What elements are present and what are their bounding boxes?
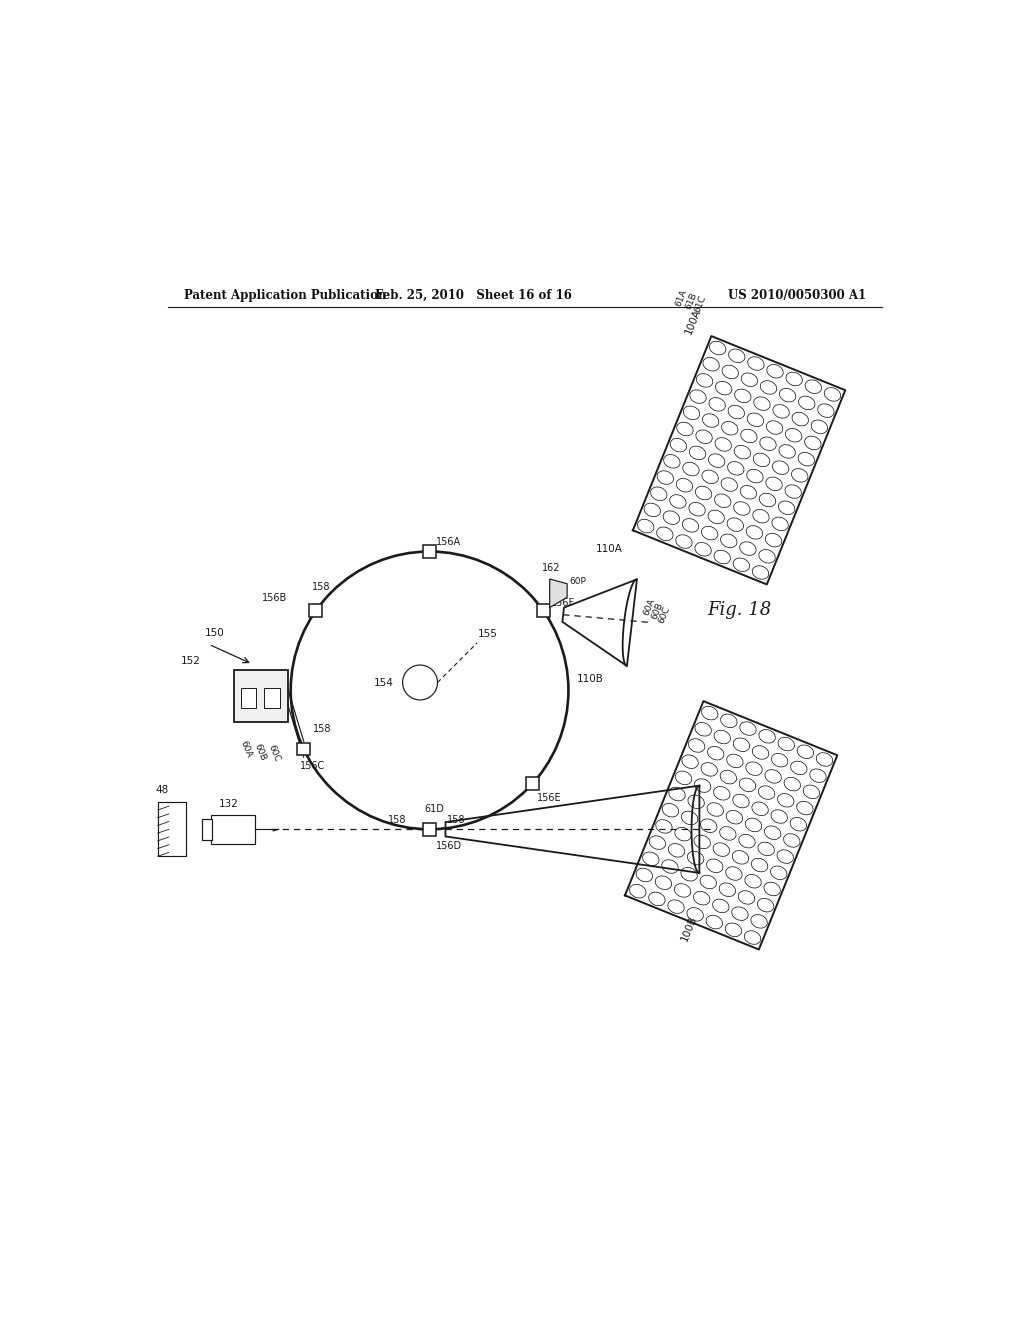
Text: 156F: 156F: [551, 598, 575, 609]
Text: 48: 48: [156, 785, 169, 795]
Text: 155: 155: [478, 628, 498, 639]
Text: Patent Application Publication: Patent Application Publication: [183, 289, 386, 302]
Bar: [297, 743, 310, 755]
Text: 60B: 60B: [650, 602, 666, 620]
Text: US 2010/0050300 A1: US 2010/0050300 A1: [728, 289, 866, 302]
Bar: [423, 545, 436, 558]
Text: 60C: 60C: [266, 743, 282, 763]
Text: 152: 152: [181, 656, 201, 667]
Text: 158: 158: [388, 814, 407, 825]
Bar: [211, 814, 255, 843]
Text: 156D: 156D: [436, 841, 462, 851]
Text: 61C: 61C: [693, 294, 708, 314]
Text: 100A: 100A: [684, 306, 702, 335]
Text: 100B: 100B: [680, 913, 698, 942]
Bar: [264, 688, 280, 708]
Text: 60B: 60B: [252, 742, 267, 762]
Text: 158: 158: [312, 582, 331, 593]
Bar: [158, 803, 185, 857]
Text: 154: 154: [374, 678, 394, 689]
Text: 150: 150: [205, 628, 224, 639]
Text: 156A: 156A: [436, 537, 461, 548]
Text: 156E: 156E: [537, 793, 561, 803]
Text: 132: 132: [219, 799, 240, 809]
Text: 156C: 156C: [300, 760, 325, 771]
Text: 60P: 60P: [569, 577, 587, 586]
Text: 60A: 60A: [641, 598, 656, 616]
Bar: [202, 818, 212, 840]
Text: 60A: 60A: [239, 739, 254, 759]
Text: 156B: 156B: [262, 593, 287, 603]
Text: 110B: 110B: [577, 675, 603, 685]
Text: Fig. 18: Fig. 18: [708, 601, 771, 619]
Bar: [241, 688, 256, 708]
Bar: [233, 671, 288, 722]
Text: 110A: 110A: [596, 544, 623, 553]
Text: Feb. 25, 2010   Sheet 16 of 16: Feb. 25, 2010 Sheet 16 of 16: [375, 289, 571, 302]
Text: 158: 158: [313, 723, 332, 734]
Text: 61D: 61D: [425, 804, 444, 814]
Text: 162: 162: [542, 564, 560, 573]
Bar: [526, 777, 539, 789]
Text: 61B: 61B: [684, 290, 698, 310]
Text: 158: 158: [447, 814, 466, 825]
Bar: [309, 605, 323, 616]
Bar: [423, 822, 436, 836]
Bar: [537, 605, 550, 616]
Polygon shape: [550, 579, 567, 607]
Text: 61A: 61A: [674, 288, 689, 308]
Text: 60C: 60C: [657, 605, 673, 624]
